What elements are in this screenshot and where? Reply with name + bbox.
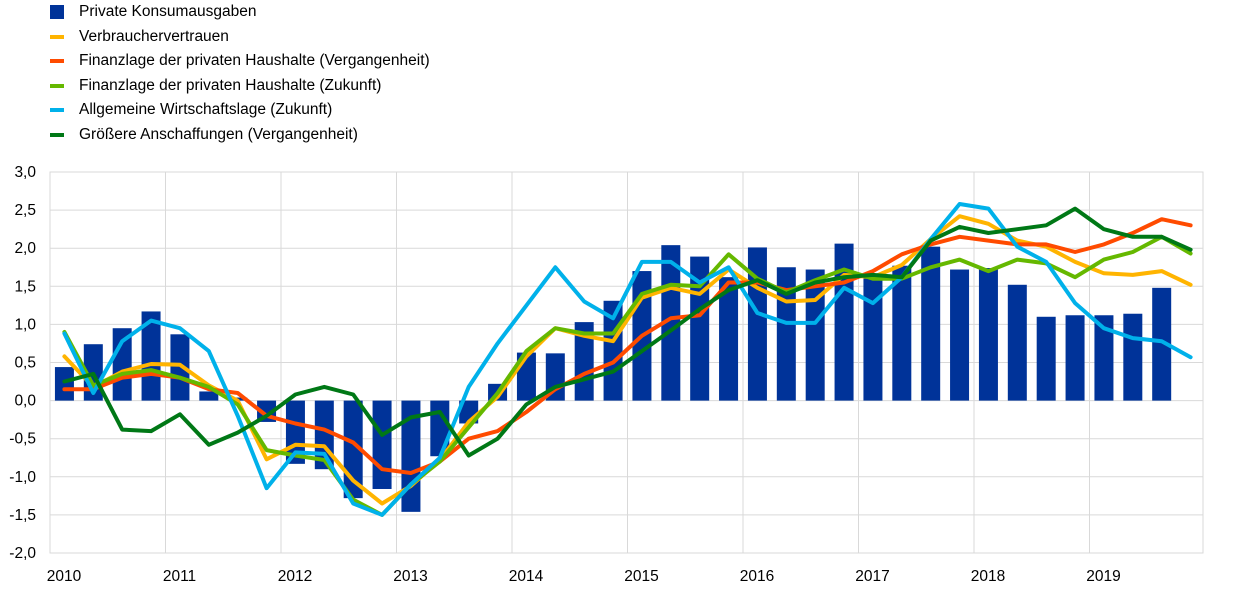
y-tick-label: 1,0 bbox=[14, 316, 36, 333]
bar bbox=[747, 247, 767, 401]
y-tick-label: 2,5 bbox=[14, 202, 36, 219]
legend-label-line-0: Verbrauchervertrauen bbox=[79, 27, 229, 45]
bar bbox=[372, 400, 392, 489]
legend-swatch-line-0 bbox=[50, 34, 64, 39]
legend-label-bar: Private Konsumausgaben bbox=[79, 3, 257, 21]
bar bbox=[54, 367, 74, 401]
x-tick-label: 2012 bbox=[278, 568, 312, 585]
series-line-3 bbox=[62, 202, 1193, 517]
y-tick-label: -0,5 bbox=[9, 431, 36, 448]
x-tick-label: 2015 bbox=[624, 568, 658, 585]
legend-label-line-1: Finanzlage der privaten Haushalte (Verga… bbox=[79, 52, 430, 70]
bar bbox=[1152, 287, 1172, 401]
legend-label-line-3: Allgemeine Wirtschaftslage (Zukunft) bbox=[79, 101, 333, 119]
legend-item-line-4: Größere Anschaffungen (Vergangenheit) bbox=[50, 123, 430, 148]
bar bbox=[1123, 313, 1143, 401]
legend-item-bar: Private Konsumausgaben bbox=[50, 0, 430, 25]
series-line-4 bbox=[62, 206, 1193, 458]
chart-legend: Private Konsumausgaben Verbrauchervertra… bbox=[50, 0, 430, 147]
legend-item-line-1: Finanzlage der privaten Haushalte (Verga… bbox=[50, 49, 430, 74]
x-tick-label: 2016 bbox=[740, 568, 774, 585]
y-tick-label: 0,0 bbox=[14, 393, 36, 410]
x-tick-label: 2018 bbox=[971, 568, 1005, 585]
legend-swatch-line-1 bbox=[50, 59, 64, 64]
x-tick-label: 2013 bbox=[393, 568, 427, 585]
x-tick-label: 2011 bbox=[163, 568, 196, 585]
x-tick-label: 2017 bbox=[855, 568, 889, 585]
y-tick-label: -1,5 bbox=[9, 507, 36, 524]
y-tick-label: -1,0 bbox=[9, 469, 36, 486]
legend-item-line-2: Finanzlage der privaten Haushalte (Zukun… bbox=[50, 74, 430, 99]
x-tick-label: 2010 bbox=[47, 568, 82, 585]
bar bbox=[199, 391, 219, 401]
bar bbox=[719, 277, 739, 401]
legend-item-line-0: Verbrauchervertrauen bbox=[50, 25, 430, 50]
y-tick-label: 2,0 bbox=[14, 240, 36, 257]
bar bbox=[1007, 284, 1027, 401]
bar bbox=[1065, 315, 1085, 401]
bar bbox=[892, 265, 912, 401]
bar bbox=[1036, 316, 1056, 401]
legend-swatch-line-4 bbox=[50, 132, 64, 137]
bar bbox=[805, 269, 825, 401]
y-tick-label: 0,5 bbox=[14, 355, 36, 372]
series-line-2 bbox=[62, 234, 1193, 517]
x-tick-label: 2014 bbox=[509, 568, 544, 585]
legend-swatch-bar bbox=[50, 5, 64, 20]
x-tick-label: 2019 bbox=[1086, 568, 1120, 585]
bar bbox=[170, 334, 190, 401]
series-line-1 bbox=[62, 217, 1193, 475]
bar bbox=[834, 243, 854, 401]
y-tick-label: 1,5 bbox=[14, 278, 36, 295]
y-tick-label: -2,0 bbox=[9, 545, 36, 562]
legend-swatch-line-2 bbox=[50, 83, 64, 88]
bar bbox=[863, 277, 883, 401]
bar bbox=[978, 268, 998, 401]
legend-label-line-4: Größere Anschaffungen (Vergangenheit) bbox=[79, 125, 358, 143]
y-tick-label: 3,0 bbox=[14, 164, 36, 181]
legend-swatch-line-3 bbox=[50, 108, 64, 113]
legend-item-line-3: Allgemeine Wirtschaftslage (Zukunft) bbox=[50, 98, 430, 123]
plot-frame bbox=[49, 171, 1204, 554]
bar bbox=[430, 400, 450, 457]
bar bbox=[1094, 315, 1114, 401]
bar bbox=[141, 311, 161, 401]
bar bbox=[950, 269, 970, 401]
legend-label-line-2: Finanzlage der privaten Haushalte (Zukun… bbox=[79, 76, 382, 94]
bar bbox=[921, 246, 941, 401]
